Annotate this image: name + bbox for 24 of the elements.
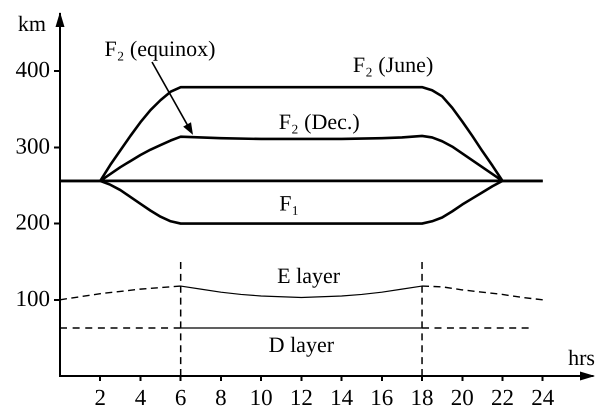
x-tick-label: 24	[531, 384, 555, 410]
series-label: D layer	[268, 332, 335, 357]
annotation: F₂ (equinox)	[104, 36, 216, 61]
y-tick-label: 100	[16, 286, 50, 311]
y-tick-label: 300	[16, 133, 50, 158]
y-tick-label: 200	[16, 210, 50, 235]
y-tick-label: 400	[16, 57, 50, 82]
x-tick-label: 10	[250, 384, 273, 410]
x-tick-label: 2	[94, 384, 106, 410]
x-tick-label: 12	[290, 384, 313, 410]
series-label: F₁	[279, 190, 300, 216]
x-tick-label: 16	[370, 384, 394, 410]
x-tick-label: 20	[450, 384, 474, 410]
x-axis-title: hrs	[568, 344, 595, 370]
series-label: F₂ (Dec.)	[278, 108, 360, 134]
x-tick-label: 4	[134, 384, 147, 410]
x-tick-label: 14	[330, 384, 354, 410]
series-label: E layer	[277, 263, 341, 288]
x-tick-label: 8	[215, 384, 227, 410]
x-tick-label: 18	[410, 384, 434, 410]
y-axis-title: km	[18, 10, 46, 36]
series-label: F₂ (June)	[352, 52, 434, 77]
x-tick-label: 6	[174, 384, 186, 410]
x-tick-label: 22	[490, 384, 514, 410]
